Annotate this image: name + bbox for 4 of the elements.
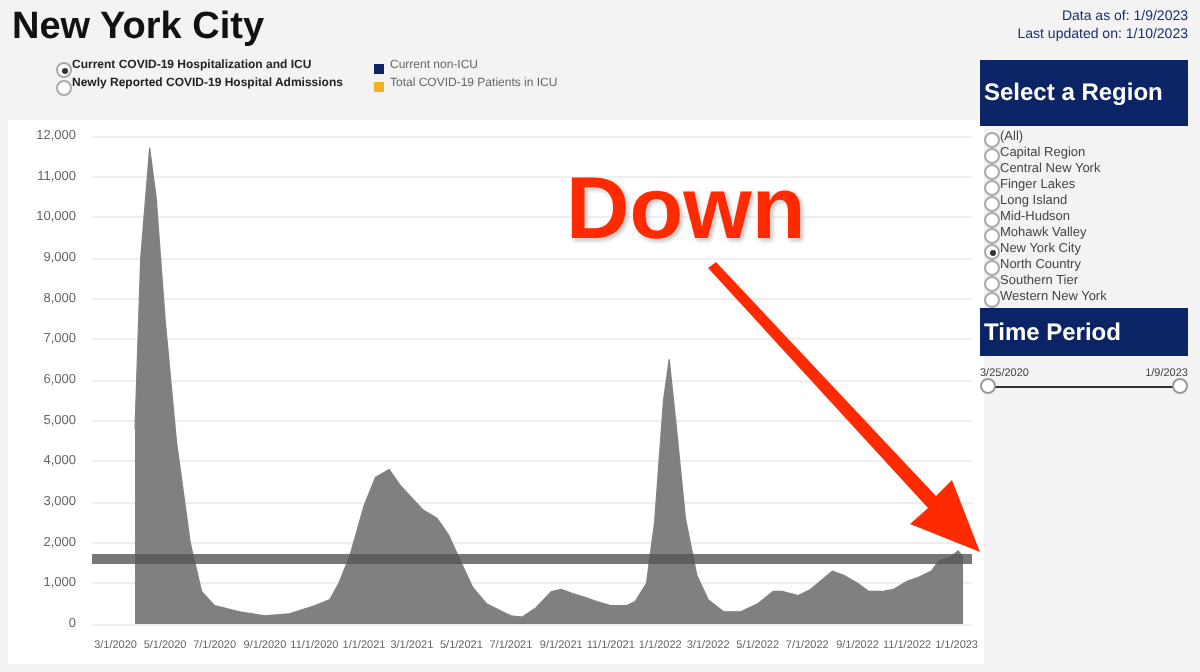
annotation: Down xyxy=(566,160,806,260)
chart-title: New York City xyxy=(12,6,265,50)
text: Time Period xyxy=(980,308,1188,356)
text: Select a Region xyxy=(980,60,1188,126)
